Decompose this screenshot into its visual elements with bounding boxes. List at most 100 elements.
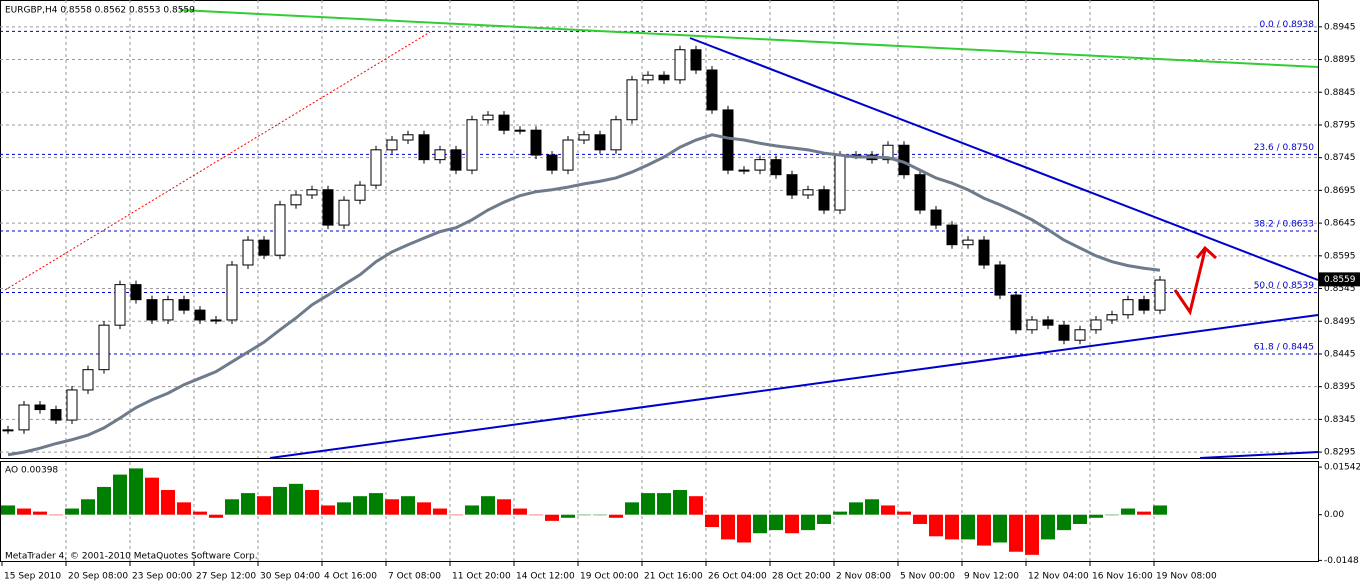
ao-bar — [65, 508, 79, 515]
candle — [1058, 324, 1070, 341]
candle — [818, 189, 830, 211]
ao-bar — [433, 508, 447, 515]
candle — [386, 139, 398, 151]
y-tick-label: 0.8895 — [1324, 55, 1356, 65]
x-tick-label: 2 Nov 08:00 — [836, 572, 891, 582]
ao-bar — [689, 496, 703, 515]
ao-bar — [497, 499, 511, 515]
candle — [2, 429, 14, 432]
price-box — [1318, 272, 1360, 287]
marks: 0.8559 — [1, 45, 1360, 555]
ao-bar — [241, 493, 255, 515]
y-tick-label: 0.8795 — [1324, 120, 1356, 130]
candle — [178, 299, 190, 311]
chart-title: EURGBP,H4 0.8558 0.8562 0.8553 0.8559 — [5, 6, 195, 16]
ao-bar — [417, 502, 431, 515]
ao-bar — [193, 511, 207, 515]
candle — [210, 319, 222, 322]
y-tick-label: 0.8545 — [1324, 284, 1356, 294]
arrow — [1173, 249, 1207, 316]
trend-line — [269, 314, 1319, 459]
trend-line — [1199, 451, 1319, 459]
ao-bar — [833, 511, 847, 515]
y-tick-label: 0.8645 — [1324, 219, 1356, 229]
ao-bar — [593, 514, 607, 516]
candle — [802, 189, 814, 196]
candle — [658, 74, 670, 81]
ao-bar — [945, 514, 959, 540]
ao-bar — [465, 505, 479, 515]
y-tick-label: 0.8495 — [1324, 317, 1356, 327]
candle — [786, 174, 798, 196]
x-tick-label: 4 Oct 16:00 — [324, 572, 377, 582]
ao-bar — [1105, 514, 1119, 516]
candle — [754, 159, 766, 171]
ao-bar — [49, 514, 63, 516]
candle — [114, 284, 126, 326]
candle — [722, 109, 734, 171]
x-tick-label: 19 Nov 08:00 — [1156, 572, 1217, 582]
ao-bar — [369, 493, 383, 515]
y-tick-label: 0.8295 — [1324, 448, 1356, 458]
ao-bar — [401, 496, 415, 515]
ao-bar — [705, 514, 719, 528]
ao-bar — [737, 514, 751, 543]
candle — [402, 134, 414, 141]
candle — [338, 199, 350, 226]
y-tick-label: 0.8945 — [1324, 22, 1356, 32]
ao-bar — [785, 514, 799, 534]
fib-label: 38.2 / 0.8633 — [1254, 219, 1314, 229]
candle — [370, 149, 382, 186]
ao-bar — [481, 496, 495, 515]
candle — [322, 189, 334, 226]
candle — [274, 204, 286, 256]
x-tick-label: 27 Sep 12:00 — [196, 572, 256, 582]
x-tick-label: 7 Oct 08:00 — [388, 572, 441, 582]
ao-bar — [577, 514, 591, 516]
candle — [562, 139, 574, 171]
candle — [290, 194, 302, 206]
price-label: 0.8559 — [1324, 275, 1356, 285]
x-tick-label: 19 Oct 00:00 — [580, 572, 639, 582]
candle — [146, 299, 158, 321]
candle — [514, 129, 526, 132]
ao-bar — [97, 486, 111, 515]
ao-bar — [1041, 514, 1055, 540]
y-tick-label: 0.8845 — [1324, 88, 1356, 98]
ao-bar — [913, 514, 927, 524]
candle — [226, 264, 238, 321]
candle — [626, 79, 638, 121]
candle — [946, 224, 958, 246]
candle — [930, 209, 942, 226]
x-tick-label: 15 Sep 2010 — [4, 572, 61, 582]
x-tick-label: 11 Oct 20:00 — [452, 572, 511, 582]
candle — [1026, 319, 1038, 331]
candle — [914, 174, 926, 211]
candle — [642, 74, 654, 81]
ao-bar — [801, 514, 815, 531]
ao-bar — [321, 505, 335, 515]
ao-bar — [1137, 511, 1151, 515]
ao-title: AO 0.00398 — [5, 466, 58, 476]
fib-label: 23.6 / 0.8750 — [1254, 143, 1315, 153]
trend-line — [179, 9, 1319, 68]
y-tick-label: 0.01542 — [1324, 463, 1360, 473]
ao-bar — [113, 474, 127, 515]
ao-bar — [1009, 514, 1023, 552]
ao-bar — [993, 514, 1007, 543]
x-tick-label: 5 Nov 00:00 — [900, 572, 955, 582]
candle — [962, 239, 974, 246]
fib-label: 50.0 / 0.8539 — [1254, 281, 1315, 291]
candle — [1138, 299, 1150, 311]
y-tick-label: -0.0148 — [1324, 556, 1359, 566]
ao-bar — [865, 499, 879, 515]
candle — [706, 69, 718, 111]
ao-bar — [609, 514, 623, 518]
candle — [242, 239, 254, 266]
candle — [530, 129, 542, 156]
candle — [130, 284, 142, 301]
trend-line — [689, 37, 1319, 281]
candle — [162, 299, 174, 321]
